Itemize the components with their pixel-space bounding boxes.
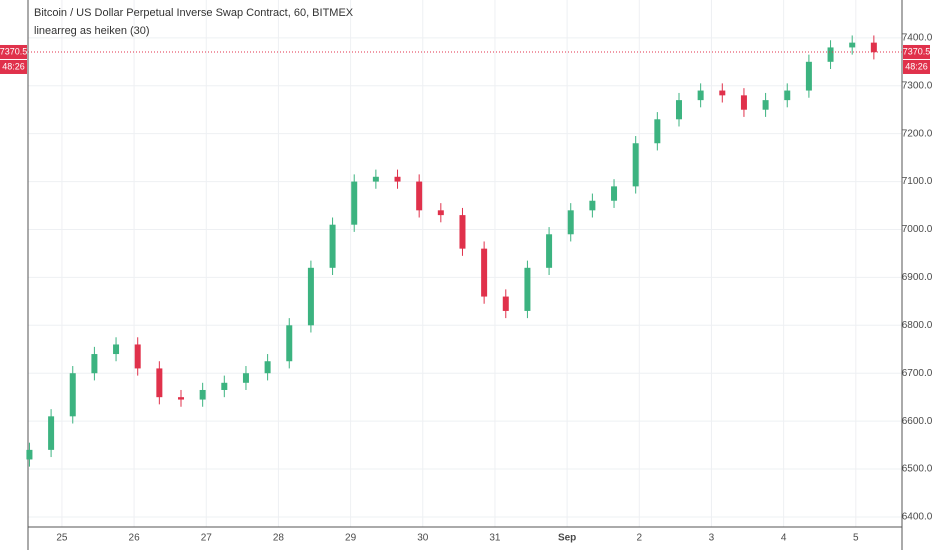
candle-body xyxy=(870,42,877,53)
candle-body xyxy=(567,210,574,235)
candle-body xyxy=(740,95,747,110)
price-tag xyxy=(903,44,930,59)
candle-body xyxy=(221,382,228,390)
y-tick-label: 6600.0 xyxy=(902,416,932,427)
candle-body xyxy=(286,325,293,362)
candle-body xyxy=(849,42,856,48)
candle-body xyxy=(805,61,812,91)
candle-body xyxy=(437,210,444,216)
y-tick-label: 6700.0 xyxy=(902,368,932,379)
x-tick-label: 25 xyxy=(56,533,68,544)
candle-body xyxy=(416,181,423,211)
candle-body xyxy=(156,368,163,398)
candle-body xyxy=(502,296,509,311)
y-tick-label: 7000.0 xyxy=(902,224,932,235)
candle-body xyxy=(91,354,98,374)
price-tag-label: 7370.5 xyxy=(903,46,931,56)
x-tick-label: 30 xyxy=(417,533,429,544)
x-tick-label: 5 xyxy=(853,533,859,544)
x-tick-label: 2 xyxy=(637,533,643,544)
y-tick-label: 6500.0 xyxy=(902,464,932,475)
y-tick-label: 7300.0 xyxy=(902,80,932,91)
candle-body xyxy=(199,389,206,400)
price-tag xyxy=(0,44,27,59)
chart-title: Bitcoin / US Dollar Perpetual Inverse Sw… xyxy=(34,7,354,19)
candle-body xyxy=(827,47,834,62)
candle-body xyxy=(329,224,336,268)
y-tick-label: 6800.0 xyxy=(902,320,932,331)
candle-body xyxy=(675,100,682,120)
candle-body xyxy=(351,181,358,225)
x-tick-label: 26 xyxy=(129,533,141,544)
x-tick-label: 3 xyxy=(709,533,715,544)
candle-body xyxy=(69,373,76,417)
countdown-tag xyxy=(903,59,930,74)
candle-body xyxy=(762,100,769,110)
candle-body xyxy=(589,200,596,211)
candle-body xyxy=(632,143,639,187)
candle-body xyxy=(113,344,120,355)
countdown-label: 48:26 xyxy=(2,61,25,71)
candle-body xyxy=(459,215,466,249)
y-tick-label: 7100.0 xyxy=(902,176,932,187)
candle-body xyxy=(481,248,488,297)
candle-body xyxy=(26,449,33,460)
candle-body xyxy=(546,234,553,268)
y-tick-label: 6400.0 xyxy=(902,512,932,523)
x-tick-label: 27 xyxy=(201,533,213,544)
candle-body xyxy=(134,344,141,369)
y-tick-label: 7200.0 xyxy=(902,128,932,139)
x-tick-label: 28 xyxy=(273,533,285,544)
candle-body xyxy=(242,373,249,383)
x-tick-label: 29 xyxy=(345,533,357,544)
candle-body xyxy=(264,361,271,374)
indicator-label: linearreg as heiken (30) xyxy=(34,25,150,37)
candle-body xyxy=(178,397,185,400)
candle-body xyxy=(307,267,314,326)
candle-body xyxy=(697,90,704,101)
x-tick-label: Sep xyxy=(558,533,576,544)
price-tag-label: 7370.5 xyxy=(0,46,27,56)
candle-body xyxy=(719,90,726,96)
countdown-tag xyxy=(0,59,27,74)
x-tick-label: 31 xyxy=(489,533,501,544)
candle-body xyxy=(48,416,55,450)
candle-body xyxy=(394,176,401,182)
y-tick-label: 7400.0 xyxy=(902,32,932,43)
x-tick-label: 4 xyxy=(781,533,787,544)
y-tick-label: 6900.0 xyxy=(902,272,932,283)
countdown-label: 48:26 xyxy=(905,61,928,71)
candle-body xyxy=(611,186,618,201)
candle-body xyxy=(524,267,531,311)
candle-body xyxy=(372,176,379,182)
candle-body xyxy=(784,90,791,101)
candle-body xyxy=(654,119,661,144)
